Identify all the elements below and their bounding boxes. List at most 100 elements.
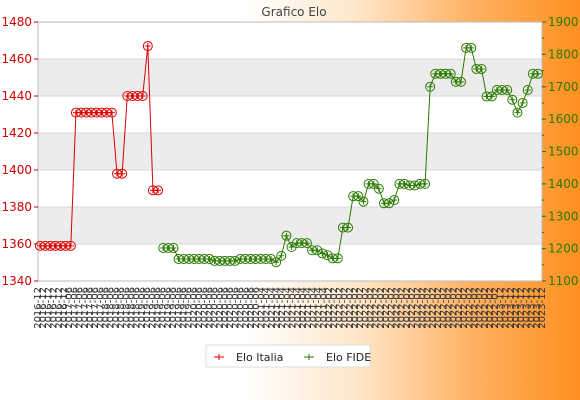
x-tick-label: 2022-02 bbox=[371, 287, 382, 329]
data-point bbox=[476, 63, 487, 74]
x-tick-label: 2020-06 bbox=[210, 287, 221, 329]
x-tick-label: 2022-02 bbox=[428, 287, 439, 329]
legend: Elo Italia Elo FIDE bbox=[205, 344, 371, 368]
legend-label: Elo FIDE bbox=[326, 351, 371, 364]
x-tick-label: 2021-04 bbox=[256, 287, 267, 329]
x-tick-label: 2017-06 bbox=[75, 287, 86, 329]
left-y-axis: 1340 1360 1380 1400 1420 1440 1460 1480 bbox=[1, 15, 38, 288]
x-tick-label: 2017-06 bbox=[80, 287, 91, 329]
x-tick-label: 2022-02 bbox=[407, 287, 418, 329]
x-tick-label: 2022-02 bbox=[412, 287, 423, 329]
data-point bbox=[399, 178, 410, 189]
x-tick-label: 2022-02 bbox=[423, 287, 434, 329]
x-tick-label: 2022-02 bbox=[475, 287, 486, 329]
data-point bbox=[507, 94, 518, 105]
x-tick-label: 2019-06 bbox=[137, 287, 148, 329]
x-tick-label: 2022-02 bbox=[443, 287, 454, 329]
left-tick-label: 1440 bbox=[1, 89, 32, 103]
x-tick-label: 2022-02 bbox=[324, 287, 335, 329]
data-point bbox=[281, 230, 292, 241]
data-point bbox=[276, 250, 287, 261]
x-tick-label: 2022-02 bbox=[392, 287, 403, 329]
data-point bbox=[522, 84, 533, 95]
x-tick-label: 2018-06 bbox=[106, 287, 117, 329]
x-tick-label: 2022-02 bbox=[402, 287, 413, 329]
x-tick-label: 2022-02 bbox=[329, 287, 340, 329]
x-tick-label: 2022-02 bbox=[334, 287, 345, 329]
x-tick-label: 2018-06 bbox=[121, 287, 132, 329]
left-tick-label: 1400 bbox=[1, 163, 32, 177]
x-tick-label: 2020-06 bbox=[225, 287, 236, 329]
data-point bbox=[461, 42, 472, 53]
x-tick-label: 2019-06 bbox=[178, 287, 189, 329]
x-tick-label: 2023-12 bbox=[495, 287, 506, 329]
data-point bbox=[65, 240, 76, 251]
x-tick-label: 2023-12 bbox=[527, 287, 538, 329]
grid-band bbox=[38, 96, 542, 133]
x-tick-label: 2018-06 bbox=[116, 287, 127, 329]
x-tick-label: 2021-04 bbox=[267, 287, 278, 329]
x-tick-label: 2019-06 bbox=[158, 287, 169, 329]
grid-band bbox=[38, 170, 542, 207]
left-tick-label: 1340 bbox=[1, 274, 32, 288]
data-point bbox=[271, 257, 282, 268]
data-point bbox=[266, 253, 277, 264]
right-tick-label: 1100 bbox=[548, 274, 579, 288]
x-tick-label: 2021-04 bbox=[272, 287, 283, 329]
left-tick-label: 1480 bbox=[1, 15, 32, 29]
x-axis: 2016-122016-122016-122016-122016-122016-… bbox=[33, 287, 548, 329]
right-y-axis: 1100 1200 1300 1400 1500 1600 1700 1800 1900 bbox=[542, 15, 579, 288]
x-tick-label: 2016-12 bbox=[43, 287, 54, 329]
x-tick-label: 2020-06 bbox=[220, 287, 231, 329]
x-tick-label: 2022-02 bbox=[360, 287, 371, 329]
x-tick-label: 2022-02 bbox=[345, 287, 356, 329]
legend-item: Elo Italia bbox=[214, 351, 283, 364]
x-tick-label: 2018-06 bbox=[101, 287, 112, 329]
data-point bbox=[517, 97, 528, 108]
x-tick-label: 2020-06 bbox=[215, 287, 226, 329]
data-point bbox=[420, 178, 431, 189]
x-tick-label: 2021-04 bbox=[298, 287, 309, 329]
data-point bbox=[106, 107, 117, 118]
x-tick-label: 2021-04 bbox=[308, 287, 319, 329]
x-tick-label: 2022-02 bbox=[480, 287, 491, 329]
x-tick-label: 2022-02 bbox=[417, 287, 428, 329]
data-point bbox=[353, 191, 364, 202]
x-tick-label: 2021-04 bbox=[262, 287, 273, 329]
x-tick-label: 2017-06 bbox=[90, 287, 101, 329]
x-tick-label: 2023-12 bbox=[537, 287, 548, 329]
x-tick-label: 2021-04 bbox=[277, 287, 288, 329]
left-tick-label: 1420 bbox=[1, 126, 32, 140]
x-tick-label: 2022-02 bbox=[355, 287, 366, 329]
x-tick-label: 2021-04 bbox=[293, 287, 304, 329]
x-tick-label: 2020-06 bbox=[230, 287, 241, 329]
data-point bbox=[358, 196, 369, 207]
right-tick-label: 1700 bbox=[548, 80, 579, 94]
grid-bands bbox=[38, 22, 542, 281]
x-tick-label: 2016-12 bbox=[49, 287, 60, 329]
x-tick-label: 2019-06 bbox=[163, 287, 174, 329]
x-tick-label: 2021-04 bbox=[319, 287, 330, 329]
grid-band bbox=[38, 207, 542, 244]
x-tick-label: 2018-06 bbox=[111, 287, 122, 329]
x-tick-label: 2023-12 bbox=[516, 287, 527, 329]
right-tick-label: 1300 bbox=[548, 209, 579, 223]
series-elo-fide bbox=[158, 42, 543, 268]
x-tick-label: 2019-06 bbox=[142, 287, 153, 329]
data-point bbox=[409, 180, 420, 191]
x-tick-label: 2023-12 bbox=[521, 287, 532, 329]
x-tick-label: 2022-02 bbox=[381, 287, 392, 329]
x-tick-label: 2020-06 bbox=[251, 287, 262, 329]
series-layer bbox=[35, 41, 543, 268]
right-tick-label: 1800 bbox=[548, 47, 579, 61]
x-tick-label: 2019-06 bbox=[153, 287, 164, 329]
x-tick-label: 2020-06 bbox=[204, 287, 215, 329]
x-tick-label: 2020-06 bbox=[236, 287, 247, 329]
grid-band bbox=[38, 244, 542, 281]
right-tick-label: 1500 bbox=[548, 145, 579, 159]
x-tick-label: 2017-06 bbox=[95, 287, 106, 329]
x-tick-label: 2020-06 bbox=[241, 287, 252, 329]
x-tick-label: 2020-06 bbox=[194, 287, 205, 329]
